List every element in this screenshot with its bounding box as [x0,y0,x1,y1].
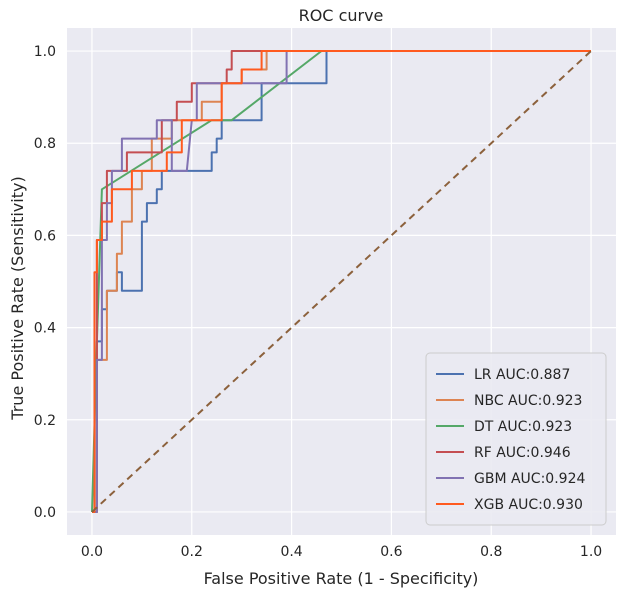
chance-diagonal [91,50,592,513]
y-tick-label: 0.6 [34,228,56,244]
tick-labels: 0.0 0.2 0.4 0.6 0.8 1.0 0.0 0.2 0.4 0.6 0.8 1.0 [34,44,602,560]
legend-label: DT AUC:0.923 [474,419,572,435]
x-tick-label: 0.6 [380,544,402,560]
x-tick-label: 0.2 [181,544,203,560]
legend-label: NBC AUC:0.923 [474,393,582,409]
y-tick-label: 0.2 [34,413,56,429]
legend-label: RF AUC:0.946 [474,445,571,461]
x-tick-label: 0.4 [280,544,302,560]
roc-line-xgb [92,50,591,513]
y-tick-label: 1.0 [34,44,56,60]
legend-label: LR AUC:0.887 [474,367,570,383]
y-tick-label: 0.4 [34,321,56,337]
grid [67,28,616,535]
x-tick-label: 1.0 [580,544,602,560]
y-axis-label: True Positive Rate (Sensitivity) [8,176,27,420]
x-tick-label: 0.8 [480,544,502,560]
legend-label: XGB AUC:0.930 [474,497,583,513]
y-tick-label: 0.8 [34,136,56,152]
roc-line-gbm [92,50,591,513]
chart-title: ROC curve [299,6,384,25]
x-tick-label: 0.0 [81,544,103,560]
series-lines [91,50,592,513]
legend-box [425,352,607,526]
y-tick-label: 0.0 [34,505,56,521]
x-axis-label: False Positive Rate (1 - Specificity) [204,569,479,588]
legend: LR AUC:0.887 NBC AUC:0.923 DT AUC:0.923 RF … [425,352,607,526]
legend-label: GBM AUC:0.924 [474,471,585,487]
